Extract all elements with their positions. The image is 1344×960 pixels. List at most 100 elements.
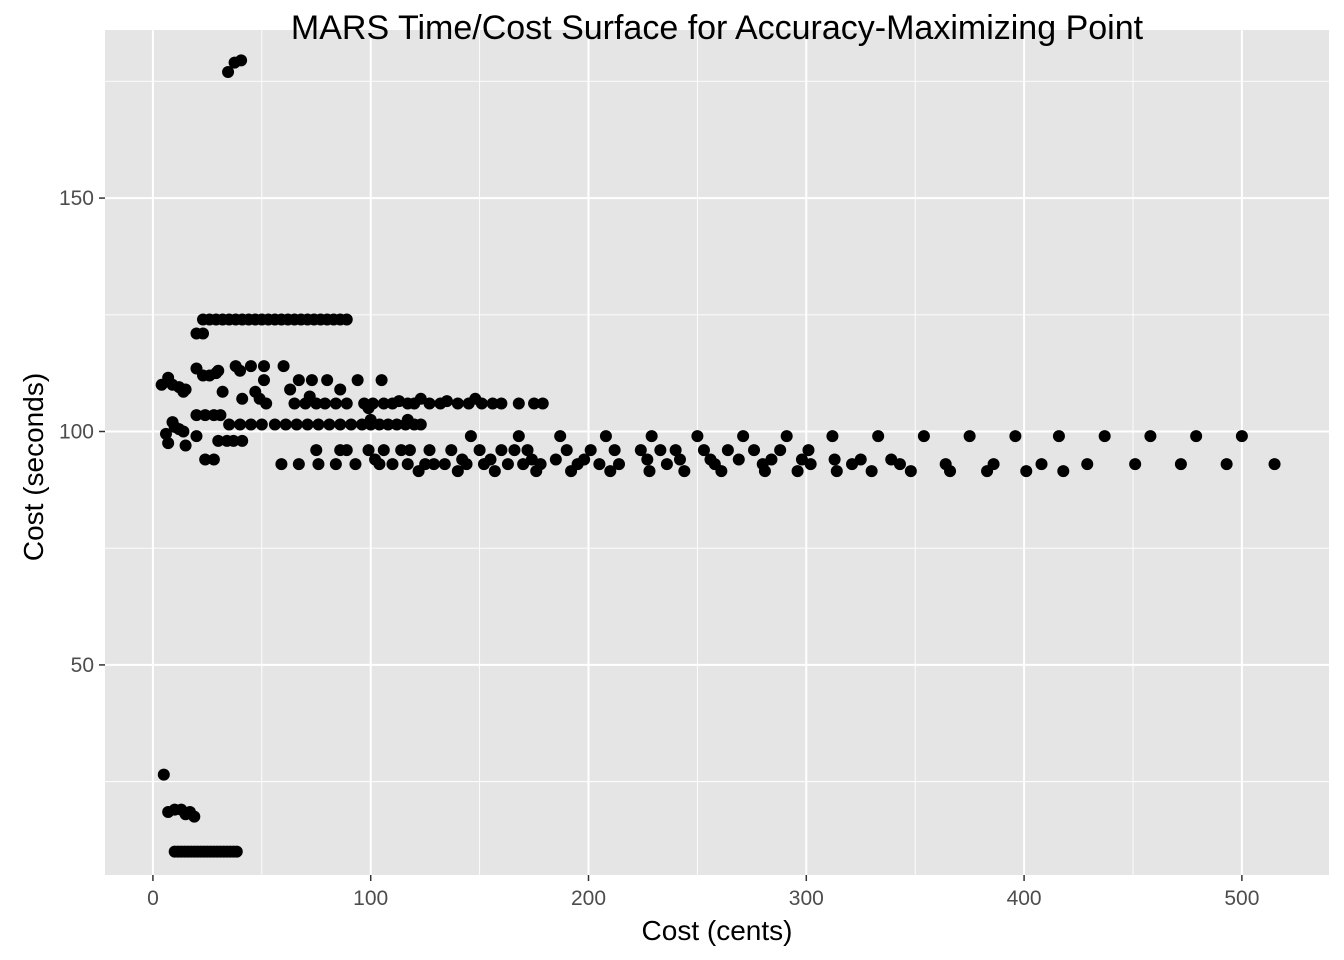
data-point: [963, 430, 976, 443]
data-point: [774, 444, 787, 457]
x-tick-label: 400: [1007, 887, 1042, 910]
data-point: [608, 444, 621, 457]
data-point: [212, 364, 225, 377]
data-point: [395, 444, 408, 457]
data-point: [377, 444, 390, 457]
data-point: [673, 453, 686, 466]
data-point: [865, 465, 878, 478]
data-point: [390, 418, 403, 431]
data-point: [222, 66, 235, 79]
data-point: [484, 453, 497, 466]
data-point: [227, 434, 240, 447]
x-tick-label: 500: [1224, 887, 1259, 910]
data-point: [310, 397, 323, 410]
x-tick-label: 0: [147, 887, 159, 910]
data-point: [917, 430, 930, 443]
data-point: [578, 453, 591, 466]
data-point: [612, 458, 625, 471]
data-point: [475, 397, 488, 410]
data-point: [190, 430, 203, 443]
y-tick-label: 50: [71, 654, 94, 677]
data-point: [334, 418, 347, 431]
data-point: [802, 444, 815, 457]
data-points: [155, 54, 1281, 858]
data-point: [207, 453, 220, 466]
data-point: [162, 437, 175, 450]
data-point: [534, 458, 547, 471]
axis-ticks: 0 100 200 300 400 500 50 100 150: [59, 187, 1259, 910]
data-point: [334, 383, 347, 396]
data-point: [521, 444, 534, 457]
data-point: [197, 327, 210, 340]
data-point: [349, 458, 362, 471]
minor-gridlines: [105, 30, 1329, 875]
data-point: [157, 768, 170, 781]
data-point: [427, 458, 440, 471]
data-point: [748, 444, 761, 457]
data-point: [1057, 465, 1070, 478]
data-point: [830, 465, 843, 478]
x-axis-label: Cost (cents): [642, 915, 793, 946]
data-point: [190, 409, 203, 422]
data-point: [987, 458, 1000, 471]
data-point: [715, 465, 728, 478]
data-point: [159, 427, 172, 440]
data-point: [362, 444, 375, 457]
data-point: [508, 444, 521, 457]
data-point: [599, 430, 612, 443]
data-point: [301, 418, 314, 431]
data-point: [275, 458, 288, 471]
data-point: [512, 397, 525, 410]
data-point: [199, 453, 212, 466]
data-point: [403, 444, 416, 457]
data-point: [791, 465, 804, 478]
data-point: [290, 418, 303, 431]
data-point: [223, 418, 236, 431]
data-point: [528, 397, 541, 410]
data-point: [669, 444, 682, 457]
data-point: [654, 444, 667, 457]
data-point: [366, 397, 379, 410]
data-point: [549, 453, 562, 466]
data-point: [310, 444, 323, 457]
data-point: [893, 458, 906, 471]
data-point: [1190, 430, 1203, 443]
data-point: [305, 374, 318, 387]
data-point: [260, 397, 273, 410]
data-point: [284, 383, 297, 396]
data-point: [321, 374, 334, 387]
y-tick-label: 150: [59, 187, 94, 210]
data-point: [414, 418, 427, 431]
data-point: [512, 430, 525, 443]
data-point: [451, 465, 464, 478]
data-point: [340, 397, 353, 410]
data-point: [691, 430, 704, 443]
data-point: [1144, 430, 1157, 443]
data-point: [329, 458, 342, 471]
data-point: [464, 430, 477, 443]
data-point: [678, 465, 691, 478]
data-point: [329, 397, 342, 410]
data-point: [697, 444, 710, 457]
data-point: [345, 418, 358, 431]
data-point: [1009, 430, 1022, 443]
data-point: [244, 418, 257, 431]
data-point: [340, 444, 353, 457]
data-point: [758, 465, 771, 478]
plot-panel: [105, 30, 1329, 875]
data-point: [188, 810, 201, 823]
data-point: [199, 409, 212, 422]
data-point: [1035, 458, 1048, 471]
data-point: [401, 413, 414, 426]
data-point: [536, 397, 549, 410]
data-point: [488, 465, 501, 478]
data-point: [1174, 458, 1187, 471]
data-point: [323, 418, 336, 431]
data-point: [377, 397, 390, 410]
data-point: [214, 409, 227, 422]
data-point: [804, 458, 817, 471]
data-point: [473, 444, 486, 457]
data-point: [235, 54, 248, 67]
data-point: [451, 397, 464, 410]
data-point: [440, 395, 453, 408]
